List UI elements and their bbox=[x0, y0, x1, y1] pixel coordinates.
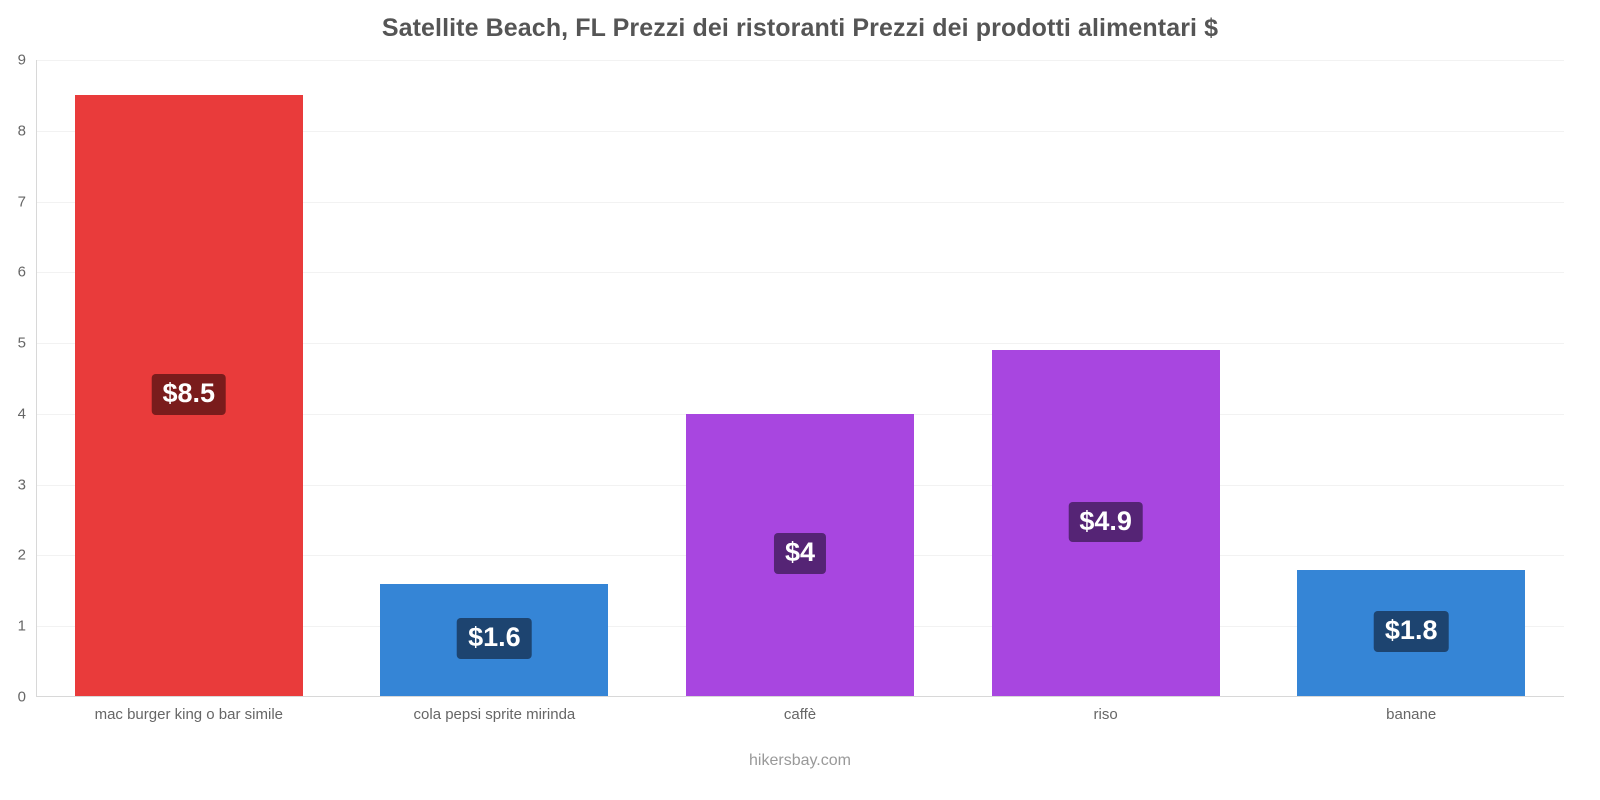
x-tick-label: mac burger king o bar simile bbox=[94, 706, 284, 723]
grid-line bbox=[36, 343, 1564, 345]
x-axis-line bbox=[36, 696, 1564, 697]
bar[interactable]: $8.5 bbox=[74, 95, 303, 697]
bar[interactable]: $1.6 bbox=[380, 583, 609, 697]
x-tick-label: riso bbox=[1093, 706, 1118, 723]
watermark: hikersbay.com bbox=[749, 752, 851, 769]
bar[interactable]: $4 bbox=[686, 413, 914, 697]
y-tick-label: 3 bbox=[17, 476, 26, 494]
x-tick-label: caffè bbox=[783, 706, 817, 723]
bar-value-label: $4.9 bbox=[1068, 501, 1143, 542]
y-tick-label: 4 bbox=[17, 405, 26, 423]
y-tick-label: 7 bbox=[17, 193, 26, 211]
bar-value-label: $4 bbox=[773, 533, 827, 574]
bar-value-label: $1.8 bbox=[1373, 611, 1449, 652]
x-tick-label: cola pepsi sprite mirinda bbox=[413, 706, 576, 723]
grid-line bbox=[36, 130, 1564, 132]
plot-area: 0 1 2 3 4 5 6 7 8 9 $8.5 $1.6 $4 $4.9 $1.8 bbox=[18, 52, 1564, 706]
y-tick-label: 0 bbox=[17, 688, 26, 706]
y-tick-label: 6 bbox=[17, 263, 26, 281]
y-tick-label: 8 bbox=[17, 122, 26, 140]
grid-line bbox=[36, 272, 1564, 274]
bars-group: $8.5 $1.6 $4 $4.9 $1.8 bbox=[36, 60, 1564, 697]
bar-value-label: $1.6 bbox=[457, 618, 532, 659]
chart-title: Satellite Beach, FL Prezzi dei ristorant… bbox=[381, 14, 1219, 42]
y-tick-label: 9 bbox=[17, 51, 26, 69]
bar[interactable]: $4.9 bbox=[991, 350, 1220, 697]
y-tick-label: 5 bbox=[17, 334, 26, 352]
x-tick-label: banane bbox=[1386, 706, 1437, 723]
y-tick-label: 2 bbox=[17, 546, 26, 564]
grid-line bbox=[36, 60, 1564, 61]
x-axis-labels: mac burger king o bar simile cola pepsi s… bbox=[36, 706, 1564, 736]
y-tick-label: 1 bbox=[17, 617, 26, 635]
grid-line bbox=[36, 201, 1564, 203]
bar-value-label: $8.5 bbox=[151, 374, 227, 415]
bar[interactable]: $1.8 bbox=[1297, 569, 1526, 697]
y-axis-line bbox=[36, 60, 37, 697]
